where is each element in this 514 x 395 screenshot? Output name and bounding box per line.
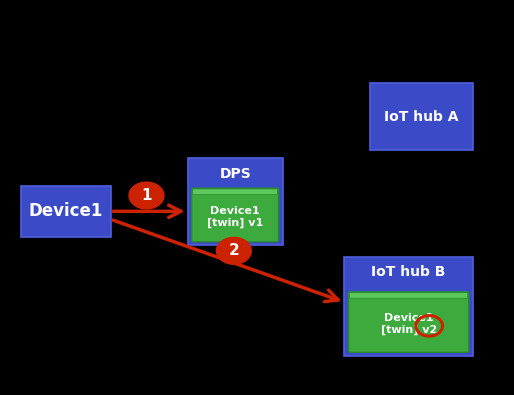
Circle shape [216,237,251,264]
Text: Device1
[twin] v2: Device1 [twin] v2 [380,313,437,335]
Text: IoT hub B: IoT hub B [372,265,446,279]
Text: Device1: Device1 [28,202,103,220]
Text: Device1
[twin] v1: Device1 [twin] v1 [207,206,263,228]
Text: 2: 2 [229,243,239,258]
FancyBboxPatch shape [344,257,473,356]
Text: DPS: DPS [219,167,251,181]
FancyBboxPatch shape [21,186,111,237]
FancyBboxPatch shape [348,292,469,352]
Circle shape [129,182,164,209]
FancyBboxPatch shape [192,188,279,242]
FancyBboxPatch shape [193,189,278,194]
FancyBboxPatch shape [370,83,473,150]
Text: IoT hub A: IoT hub A [384,109,458,124]
FancyBboxPatch shape [188,158,283,245]
Text: 1: 1 [141,188,152,203]
FancyBboxPatch shape [350,293,468,298]
